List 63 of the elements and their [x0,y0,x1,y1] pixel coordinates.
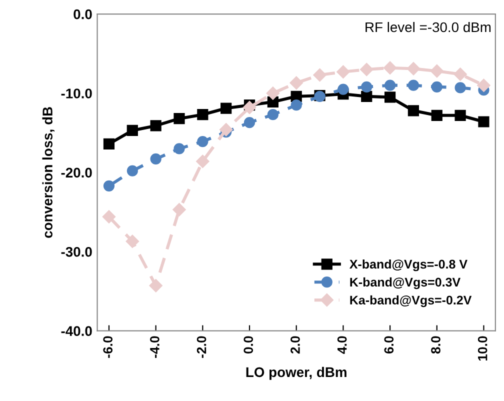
x-tick-label: 0.0 [244,336,254,354]
point [384,80,396,91]
y-tick-label: 0.0 [74,9,92,20]
point [242,100,256,114]
point [477,78,490,92]
point [244,116,256,128]
y-tick-label: -20.0 [61,168,92,178]
point [126,124,138,136]
point [313,68,326,82]
x-tick-label: 8.0 [431,336,440,354]
point [266,86,280,100]
point [408,105,420,116]
point [150,153,162,165]
point [430,64,444,78]
point [406,62,420,76]
point [196,154,210,168]
x-tick-label: 2.0 [290,336,300,354]
point [336,65,350,78]
point [454,82,466,94]
point [174,113,185,124]
x-axis-title: LO power, dBm [246,366,346,380]
point [338,84,349,95]
point [431,81,442,92]
point [361,90,372,102]
point [360,62,374,76]
x-tick-label: -6.0 [103,336,113,358]
point [408,80,420,91]
point [126,165,138,176]
point [361,81,372,92]
point [126,234,139,248]
legend-label: K-band@Vgs=0.3V [350,277,460,290]
point [478,116,490,128]
y-tick-label: -30.0 [61,246,92,257]
point [103,138,115,150]
y-tick-label: -40.0 [61,326,92,336]
x-tick-label: -4.0 [150,336,160,358]
point [149,279,162,292]
point [454,68,467,81]
annotation: RF level =-30.0 dBm [366,22,491,32]
x-tick-label: -2.0 [196,336,206,358]
point [220,123,233,136]
point [174,143,185,154]
y-tick-label: -10.0 [61,88,92,98]
legend-label: X-band@Vgs=-0.8 V [350,259,468,272]
point [290,100,302,111]
point [431,110,442,121]
point [383,61,397,74]
point [102,210,116,224]
point [150,120,162,132]
point [267,109,278,120]
point [197,109,208,120]
point [172,203,186,216]
point [103,180,115,192]
point [384,92,396,103]
point [197,136,208,148]
x-tick-label: 6.0 [384,336,394,354]
x-tick-label: 4.0 [337,336,347,354]
point [220,102,232,114]
x-tick-label: 10.0 [478,336,488,361]
point [454,110,466,121]
legend-label: Ka-band@Vgs=-0.2V [350,295,472,308]
y-axis-title: conversion loss, dB [42,107,54,238]
point [290,76,303,90]
